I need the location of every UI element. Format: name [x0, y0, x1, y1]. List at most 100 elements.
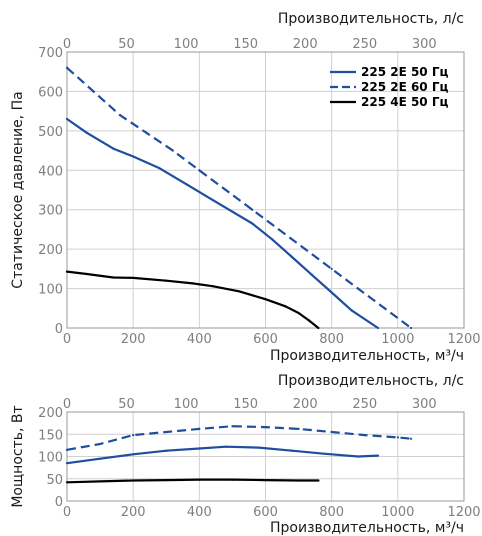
x-tick-label: 1000	[381, 332, 414, 347]
data-point	[211, 198, 214, 201]
data-point	[297, 479, 300, 482]
data-point	[85, 131, 88, 134]
x2-axis-title: Производительность, л/с	[278, 373, 464, 389]
data-point	[290, 449, 294, 452]
data-point	[65, 117, 69, 121]
x2-tick-label: 250	[352, 397, 377, 412]
data-point	[271, 238, 274, 241]
series-line-2	[66, 425, 412, 451]
data-point	[65, 66, 69, 69]
data-point	[65, 270, 69, 273]
data-point	[284, 305, 287, 308]
data-point	[132, 453, 135, 456]
y-tick-label: 150	[38, 428, 63, 443]
x2-tick-label: 200	[293, 37, 318, 52]
data-point	[171, 149, 174, 152]
data-point	[264, 426, 267, 429]
data-point	[65, 462, 69, 465]
y-tick-label: 300	[38, 204, 63, 219]
data-point	[297, 427, 300, 431]
data-point	[98, 457, 102, 460]
y-tick-label: 600	[38, 85, 63, 100]
x2-tick-label: 300	[412, 397, 437, 412]
x-tick-label: 600	[253, 332, 278, 347]
data-point	[198, 478, 201, 481]
x-tick-label: 400	[187, 505, 212, 520]
x-axis-title: Производительность, м³/ч	[270, 348, 464, 364]
data-point	[165, 430, 168, 434]
y-axis-title: Мощность, Вт	[10, 405, 26, 507]
data-point	[357, 287, 360, 290]
x2-tick-label: 200	[293, 397, 318, 412]
data-point	[132, 479, 135, 482]
x2-tick-label: 100	[174, 37, 199, 52]
data-point	[132, 276, 135, 280]
data-point	[317, 479, 320, 482]
data-point	[396, 436, 399, 439]
plot-frame	[66, 51, 465, 329]
data-point	[376, 326, 380, 330]
data-point	[304, 248, 307, 251]
data-point	[65, 481, 69, 484]
legend-label: 225 2E 60 Гц	[361, 80, 448, 94]
data-point	[383, 307, 386, 310]
data-point	[264, 478, 267, 482]
x2-tick-label: 300	[412, 37, 437, 52]
data-point	[112, 276, 115, 279]
data-point	[231, 425, 234, 428]
data-point	[409, 326, 413, 330]
x2-tick-label: 0	[63, 397, 71, 412]
data-point	[310, 273, 313, 276]
data-point	[330, 267, 333, 270]
x-tick-label: 1200	[447, 332, 480, 347]
x-tick-label: 200	[121, 332, 146, 347]
data-point	[112, 147, 115, 150]
data-point	[165, 279, 168, 282]
x-tick-label: 1000	[381, 505, 414, 520]
data-point	[132, 434, 135, 437]
data-point	[224, 188, 227, 192]
data-point	[224, 445, 227, 448]
x-tick-label: 400	[187, 332, 212, 347]
x-tick-label: 0	[63, 505, 71, 520]
data-point	[357, 455, 360, 458]
x-axis-title: Производительность, м³/ч	[270, 520, 464, 536]
y-tick-label: 200	[38, 243, 63, 258]
data-point	[290, 255, 294, 259]
data-point	[158, 167, 161, 170]
x-tick-label: 0	[63, 332, 71, 347]
data-point	[409, 437, 413, 440]
y-tick-label: 0	[55, 322, 63, 337]
y-tick-label: 0	[55, 495, 63, 510]
data-point	[98, 442, 102, 446]
x2-tick-label: 50	[118, 37, 135, 52]
data-point	[330, 430, 333, 434]
x-tick-label: 800	[319, 505, 344, 520]
data-point	[198, 427, 201, 431]
y-tick-label: 100	[38, 451, 63, 466]
x2-axis-title: Производительность, л/с	[278, 11, 464, 27]
data-point	[165, 478, 168, 482]
data-point	[317, 326, 320, 330]
series-line-3	[66, 270, 320, 329]
y-tick-label: 400	[38, 164, 63, 179]
data-point	[98, 480, 102, 483]
y-tick-label: 500	[38, 125, 63, 140]
data-point	[231, 210, 234, 213]
x2-tick-label: 250	[352, 37, 377, 52]
data-point	[145, 131, 148, 134]
y-tick-label: 700	[38, 46, 63, 61]
data-point	[363, 434, 366, 437]
legend-label: 225 2E 50 Гц	[361, 65, 448, 79]
series-line-3	[66, 478, 319, 484]
data-point	[376, 454, 380, 457]
x2-tick-label: 150	[233, 37, 258, 52]
data-point	[165, 449, 168, 452]
y-tick-label: 50	[46, 473, 63, 488]
data-point	[330, 291, 333, 294]
x2-tick-label: 50	[118, 397, 135, 412]
data-point	[251, 222, 254, 225]
x-tick-label: 1200	[447, 505, 480, 520]
